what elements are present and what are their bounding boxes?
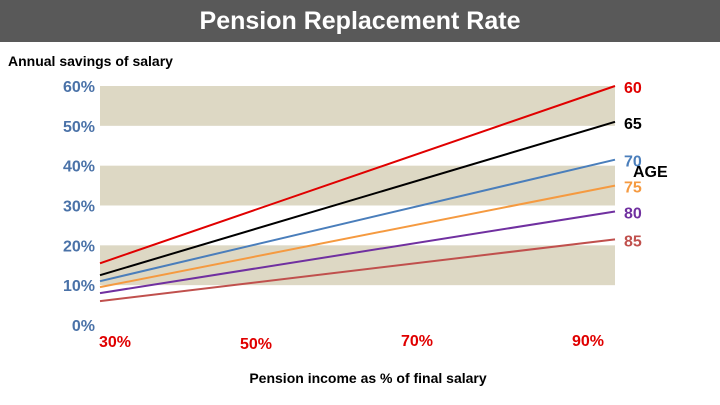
x-axis-label: Pension income as % of final salary: [249, 370, 487, 386]
title-bar: Pension Replacement Rate: [0, 0, 720, 42]
series-line-85: [99, 238, 616, 303]
legend-title: AGE: [633, 164, 668, 181]
series-labels: 60 65 70 75 80 85: [624, 80, 642, 250]
y-tick-label: 40%: [63, 159, 95, 176]
series-label-75: 75: [624, 180, 642, 197]
series-lines: [99, 85, 616, 303]
x-ticks: 30% 50% 70% 90%: [99, 333, 604, 353]
y-tick-label: 50%: [63, 119, 95, 136]
band-2: [100, 86, 615, 126]
y-axis-label: Annual savings of salary: [8, 53, 173, 69]
series-label-70: 70: [624, 154, 642, 171]
series-label-80: 80: [624, 205, 642, 222]
chart-title: Pension Replacement Rate: [199, 7, 521, 35]
y-ticks: 0% 10% 20% 30% 40% 50% 60%: [63, 79, 95, 335]
y-tick-label: 0%: [72, 318, 95, 335]
series-line-80: [99, 210, 616, 295]
x-tick-label: 50%: [240, 336, 272, 353]
x-tick-label: 90%: [572, 333, 604, 350]
y-tick-label: 60%: [63, 79, 95, 96]
y-tick-label: 20%: [63, 238, 95, 255]
series-label-65: 65: [624, 116, 642, 133]
background-bands: [100, 86, 615, 286]
x-tick-label: 70%: [401, 333, 433, 350]
series-line-60: [99, 85, 616, 265]
series-line-65: [99, 120, 616, 277]
y-tick-label: 10%: [63, 278, 95, 295]
series-label-85: 85: [624, 233, 642, 250]
y-tick-label: 30%: [63, 199, 95, 216]
x-tick-label: 30%: [99, 334, 131, 351]
series-line-75: [99, 184, 616, 289]
series-line-70: [99, 158, 616, 283]
series-label-60: 60: [624, 80, 642, 97]
